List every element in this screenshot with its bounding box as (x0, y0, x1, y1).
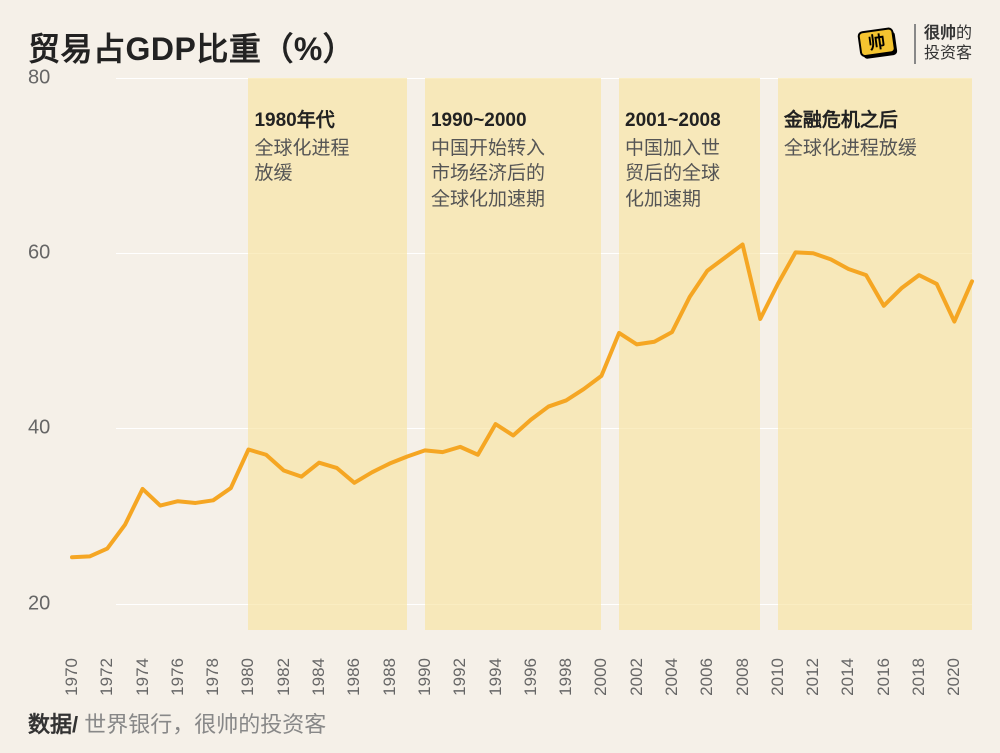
brand-text: 很帅的 投资客 (914, 24, 972, 64)
x-tick-label: 1998 (556, 658, 576, 696)
x-tick-label: 2016 (874, 658, 894, 696)
x-axis: 1970197219741976197819801982198419861988… (72, 630, 972, 678)
y-tick-label: 40 (28, 417, 70, 440)
x-tick-label: 2004 (662, 658, 682, 696)
x-tick-label: 2006 (697, 658, 717, 696)
x-tick-label: 2014 (838, 658, 858, 696)
chart-area: 1980年代全球化进程放缓1990~2000中国开始转入市场经济后的全球化加速期… (28, 78, 972, 678)
x-tick-label: 1988 (380, 658, 400, 696)
header: 贸易占GDP比重（%） 帅 很帅的 投资客 (28, 24, 972, 70)
x-tick-label: 1978 (203, 658, 223, 696)
line-series (72, 78, 972, 630)
x-tick-label: 1976 (168, 658, 188, 696)
y-tick-label: 20 (28, 592, 70, 615)
chart-title: 贸易占GDP比重（%） (28, 24, 355, 70)
x-tick-label: 1984 (309, 658, 329, 696)
x-tick-label: 2000 (591, 658, 611, 696)
x-tick-label: 2008 (733, 658, 753, 696)
x-tick-label: 1972 (97, 658, 117, 696)
x-tick-label: 1974 (133, 658, 153, 696)
x-tick-label: 1990 (415, 658, 435, 696)
x-tick-label: 2010 (768, 658, 788, 696)
x-tick-label: 2002 (627, 658, 647, 696)
brand-line1-bold: 很帅 (924, 25, 956, 42)
y-tick-label: 60 (28, 242, 70, 265)
brand-line2: 投资客 (924, 44, 972, 64)
x-tick-label: 2012 (803, 658, 823, 696)
source-label: 数据/ (28, 712, 78, 737)
x-tick-label: 1970 (62, 658, 82, 696)
brand-logo: 帅 很帅的 投资客 (852, 24, 972, 64)
y-tick-label: 80 (28, 67, 70, 90)
brand-line1-rest: 的 (956, 25, 972, 42)
svg-text:帅: 帅 (867, 31, 887, 53)
x-tick-label: 1986 (344, 658, 364, 696)
x-tick-label: 1994 (486, 658, 506, 696)
brand-badge-icon: 帅 (852, 24, 906, 64)
x-tick-label: 2020 (944, 658, 964, 696)
x-tick-label: 1996 (521, 658, 541, 696)
x-tick-label: 1980 (238, 658, 258, 696)
source-text: 世界银行，很帅的投资客 (78, 712, 326, 737)
x-tick-label: 2018 (909, 658, 929, 696)
chart-card: 贸易占GDP比重（%） 帅 很帅的 投资客 1980年代全球化进程放缓1990~… (0, 0, 1000, 753)
source-line: 数据/ 世界银行，很帅的投资客 (28, 707, 326, 739)
x-tick-label: 1982 (274, 658, 294, 696)
x-tick-label: 1992 (450, 658, 470, 696)
plot-region: 1980年代全球化进程放缓1990~2000中国开始转入市场经济后的全球化加速期… (72, 78, 972, 630)
